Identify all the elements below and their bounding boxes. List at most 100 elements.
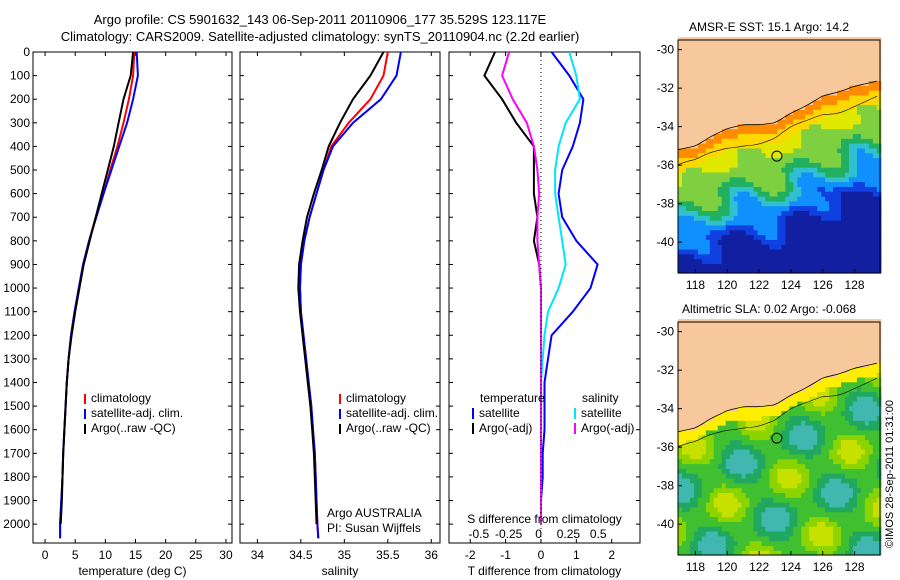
map-cell [725,391,731,397]
map-cell [685,191,691,197]
map-cell [693,114,699,120]
map-cell [837,487,842,494]
map-cell [872,94,878,101]
map-cell [848,205,854,212]
map-cell [837,323,842,330]
map-cell [729,545,735,551]
map-cell [769,362,775,368]
map-cell [789,167,794,173]
temperature-legend-label: climatology [91,391,151,405]
map-cell [833,415,838,421]
map-cell [729,352,735,359]
map-cell [797,41,802,48]
map-cell [848,338,854,344]
sst_map-x-tick-label: 120 [717,278,737,292]
map-cell [821,94,826,101]
map-cell [868,41,874,48]
map-cell [801,128,806,134]
map-cell [769,61,775,67]
map-cell [681,530,687,537]
map-cell [805,133,810,139]
map-cell [809,391,814,397]
map-cell [793,352,798,359]
map-cell [801,239,806,245]
sst_map-y-tick-label: -34 [657,120,675,134]
map-cell [809,357,814,364]
map-cell [749,333,755,339]
map-cell [685,439,691,445]
map-cell [693,85,699,91]
map-cell [685,123,691,130]
map-cell [745,521,751,527]
map-cell [817,526,822,532]
map-cell [841,328,846,335]
map-cell [856,506,862,513]
map-cell [845,535,850,542]
map-cell [781,263,786,269]
map-cell [689,323,695,330]
map-cell [789,210,794,216]
map-cell [785,167,790,173]
map-cell [797,244,802,250]
map-cell [805,516,810,522]
map-cell [785,400,790,407]
map-cell [729,162,735,168]
map-cell [741,210,747,216]
map-cell [729,453,735,460]
map-cell [757,506,763,513]
map-cell [876,234,882,240]
map-cell [848,497,854,503]
map-cell [717,268,723,274]
map-cell [705,51,711,57]
map-cell [773,453,779,460]
map-cell [697,439,703,445]
map-cell [761,191,767,197]
map-cell [753,109,759,115]
map-cell [841,367,846,373]
map-cell [852,70,858,77]
map-cell [749,328,755,335]
map-cell [753,391,759,397]
map-cell [868,210,874,216]
map-cell [785,224,790,231]
map-cell [709,61,715,67]
map-cell [781,99,786,106]
map-cell [777,138,782,144]
map-cell [789,502,794,508]
map-cell [713,195,719,202]
difference-legend-label: Argo(-adj) [581,421,634,435]
map-cell [685,429,691,436]
map-cell [829,80,834,86]
map-cell [717,545,723,551]
map-cell [745,526,751,532]
map-cell [697,473,703,479]
map-cell [705,425,711,431]
map-cell [733,157,739,163]
map-cell [697,200,703,207]
map-cell [678,357,683,364]
map-cell [876,152,882,159]
map-cell [709,99,715,106]
map-cell [757,381,763,388]
map-cell [749,458,755,465]
map-cell [845,234,850,240]
map-cell [713,200,719,207]
map-cell [713,215,719,221]
map-cell [825,333,830,339]
map-cell [737,268,743,274]
map-cell [701,372,707,378]
map-cell [729,258,735,264]
map-cell [705,376,711,383]
map-cell [876,143,882,149]
map-cell [689,61,695,67]
map-cell [797,497,802,503]
map-cell [685,46,691,53]
map-cell [717,167,723,173]
map-cell [821,367,826,373]
map-cell [805,530,810,537]
map-cell [829,497,834,503]
map-cell [797,215,802,221]
map-cell [713,497,719,503]
map-cell [721,328,727,335]
map-cell [821,458,826,465]
